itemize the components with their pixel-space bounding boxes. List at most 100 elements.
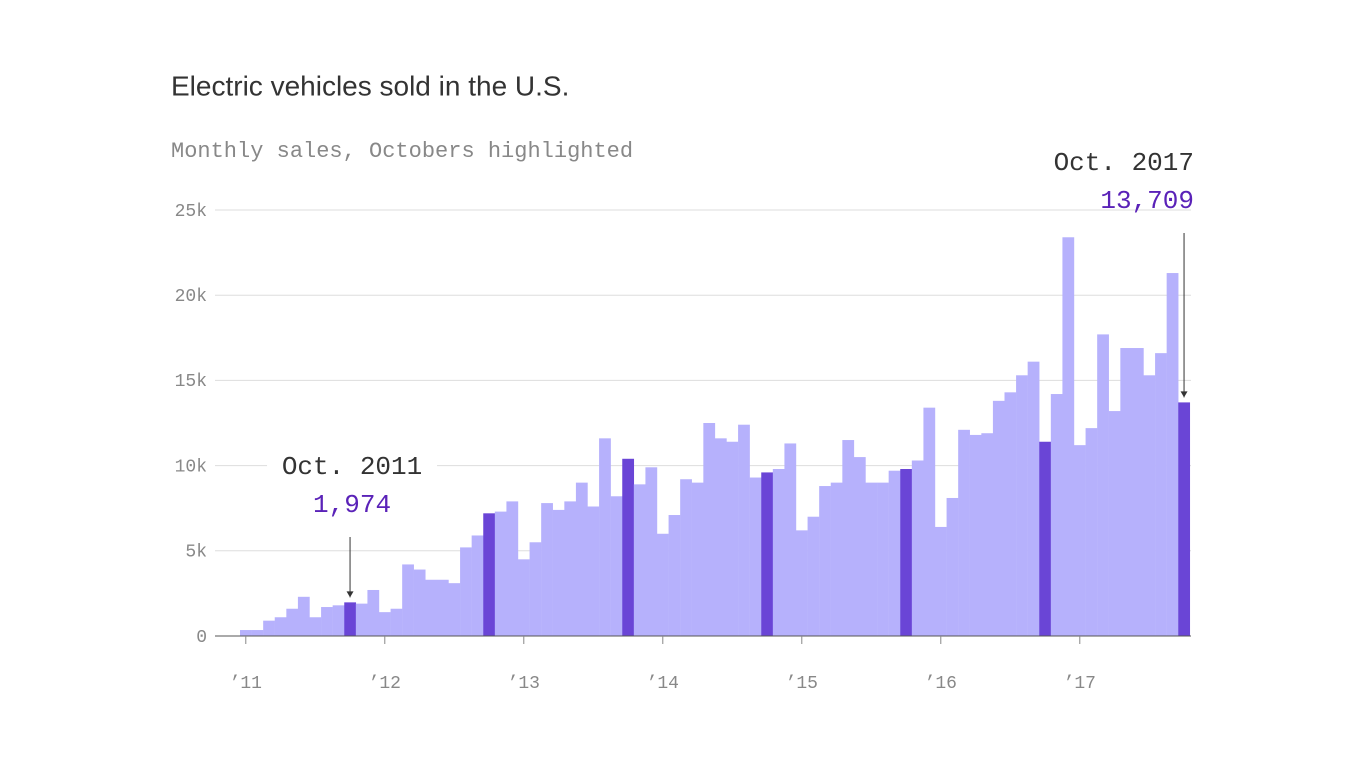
bar — [425, 579, 438, 636]
bar — [738, 424, 750, 636]
bar — [367, 589, 380, 636]
bar — [483, 513, 496, 636]
bar — [1039, 441, 1052, 636]
annotation-label: Oct. 2011 — [282, 452, 422, 482]
bar — [1004, 392, 1017, 636]
bar — [726, 441, 739, 636]
bar — [703, 423, 716, 636]
bar — [344, 602, 357, 636]
y-tick-label: 5k — [185, 543, 207, 563]
bar — [1166, 273, 1179, 636]
bar — [529, 542, 542, 636]
bar — [1074, 445, 1086, 636]
bar — [390, 608, 403, 636]
bar — [888, 470, 901, 636]
bar — [691, 482, 704, 636]
bar — [830, 482, 843, 636]
bar — [610, 496, 623, 636]
bar — [1062, 237, 1075, 637]
annotation-value: 1,974 — [313, 490, 391, 520]
bar — [448, 583, 461, 636]
bar — [668, 515, 681, 636]
bar — [251, 630, 264, 636]
bar — [506, 501, 519, 636]
bar — [911, 460, 924, 636]
bar — [1050, 394, 1063, 636]
bar — [274, 617, 287, 636]
bar — [309, 617, 322, 636]
bar — [1178, 402, 1191, 636]
bar — [1085, 428, 1098, 636]
bar — [657, 533, 669, 636]
bar — [1108, 411, 1121, 636]
annotation-backing — [267, 447, 438, 507]
bar — [1027, 361, 1040, 636]
bar — [599, 438, 611, 636]
bar — [714, 438, 727, 636]
bar — [263, 620, 275, 636]
bar — [796, 530, 808, 636]
bar — [935, 526, 947, 636]
bar — [575, 482, 588, 636]
bar — [981, 433, 994, 636]
bar — [518, 559, 530, 636]
bar — [923, 407, 936, 636]
bar — [1155, 353, 1167, 636]
bar — [402, 564, 414, 636]
annotation-backing — [1044, 143, 1204, 203]
annotation-arrowhead — [1180, 391, 1188, 398]
bar — [772, 469, 785, 636]
bar — [958, 429, 970, 636]
annotation-label: Oct. 2017 — [1054, 148, 1194, 178]
x-tick-label: ’13 — [508, 674, 540, 694]
bar — [622, 458, 635, 636]
bar — [494, 511, 507, 636]
annotation-arrowhead — [346, 591, 354, 598]
bar — [355, 603, 368, 636]
bar — [436, 579, 449, 636]
bar — [992, 400, 1005, 636]
bar — [1016, 375, 1028, 636]
bar — [761, 472, 774, 636]
bar — [900, 469, 913, 636]
chart-subtitle: Monthly sales, Octobers highlighted — [171, 139, 633, 164]
x-tick-label: ’17 — [1064, 674, 1096, 694]
bar — [1131, 348, 1144, 636]
x-tick-label: ’11 — [230, 674, 262, 694]
chart-title: Electric vehicles sold in the U.S. — [171, 70, 569, 101]
bar — [413, 569, 426, 636]
bar — [680, 479, 692, 636]
bar — [460, 547, 472, 636]
annotation-value: 13,709 — [1100, 186, 1194, 216]
x-tick-label: ’16 — [925, 674, 957, 694]
bar — [564, 501, 577, 636]
bar — [842, 440, 855, 636]
bar — [645, 467, 658, 636]
bar — [332, 605, 345, 636]
bar — [1143, 375, 1156, 636]
bar — [297, 596, 310, 636]
y-tick-label: 0 — [196, 628, 207, 648]
bar — [946, 497, 959, 636]
bar — [286, 608, 299, 636]
bar — [587, 506, 600, 636]
bar — [819, 486, 831, 636]
bar — [633, 484, 646, 636]
bar — [552, 509, 565, 636]
bar — [969, 434, 982, 636]
bar — [1097, 334, 1109, 636]
x-tick-label: ’14 — [647, 674, 679, 694]
bar — [749, 477, 762, 636]
y-tick-label: 10k — [175, 457, 207, 477]
bar — [240, 630, 252, 636]
y-tick-label: 20k — [175, 287, 207, 307]
bar — [379, 612, 391, 636]
y-tick-label: 15k — [175, 372, 207, 392]
bar — [865, 482, 878, 636]
bar — [784, 443, 797, 636]
bar — [1120, 348, 1133, 636]
bar — [541, 503, 553, 636]
x-tick-label: ’15 — [786, 674, 818, 694]
bar — [877, 482, 889, 636]
